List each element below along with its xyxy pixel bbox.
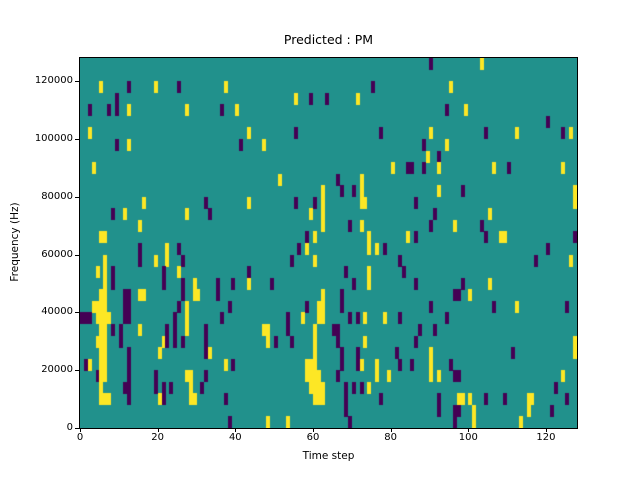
- x-tick-mark: [80, 428, 81, 432]
- y-tick-mark: [75, 428, 79, 429]
- y-tick-label: 120000: [34, 75, 73, 87]
- x-tick-label: 0: [76, 432, 84, 443]
- y-tick-label: 60000: [41, 248, 73, 260]
- x-tick-label: 40: [228, 432, 242, 443]
- x-tick-mark: [312, 428, 314, 432]
- y-tick-mark: [75, 81, 79, 83]
- y-tick-label: 0: [66, 422, 73, 433]
- y-axis-label-text: Frequency (Hz): [9, 202, 21, 282]
- y-tick-mark: [75, 138, 79, 140]
- x-axis-label: Time step: [302, 450, 355, 462]
- y-tick-label: 100000: [34, 132, 73, 144]
- y-tick-label: 40000: [41, 306, 73, 318]
- x-tick-mark: [545, 428, 547, 432]
- y-tick-mark: [75, 312, 79, 314]
- y-tick-mark: [75, 196, 79, 198]
- x-tick-label: 100: [458, 432, 478, 443]
- x-tick-label: 80: [384, 432, 397, 443]
- x-tick-label: 120: [536, 432, 556, 443]
- x-tick-mark: [468, 428, 470, 432]
- x-tick-mark: [157, 428, 159, 432]
- heatmap-canvas: [80, 58, 577, 428]
- x-tick-label: 20: [151, 432, 165, 443]
- y-tick-label: 20000: [41, 364, 73, 376]
- x-tick-mark: [235, 428, 237, 432]
- y-tick-mark: [75, 254, 79, 256]
- chart-title: Predicted : PM: [283, 32, 374, 47]
- x-tick-label: 60: [306, 432, 320, 443]
- axes-frame: [79, 57, 578, 429]
- y-tick-mark: [75, 370, 79, 372]
- x-tick-mark: [390, 428, 392, 432]
- y-tick-label: 80000: [41, 190, 73, 202]
